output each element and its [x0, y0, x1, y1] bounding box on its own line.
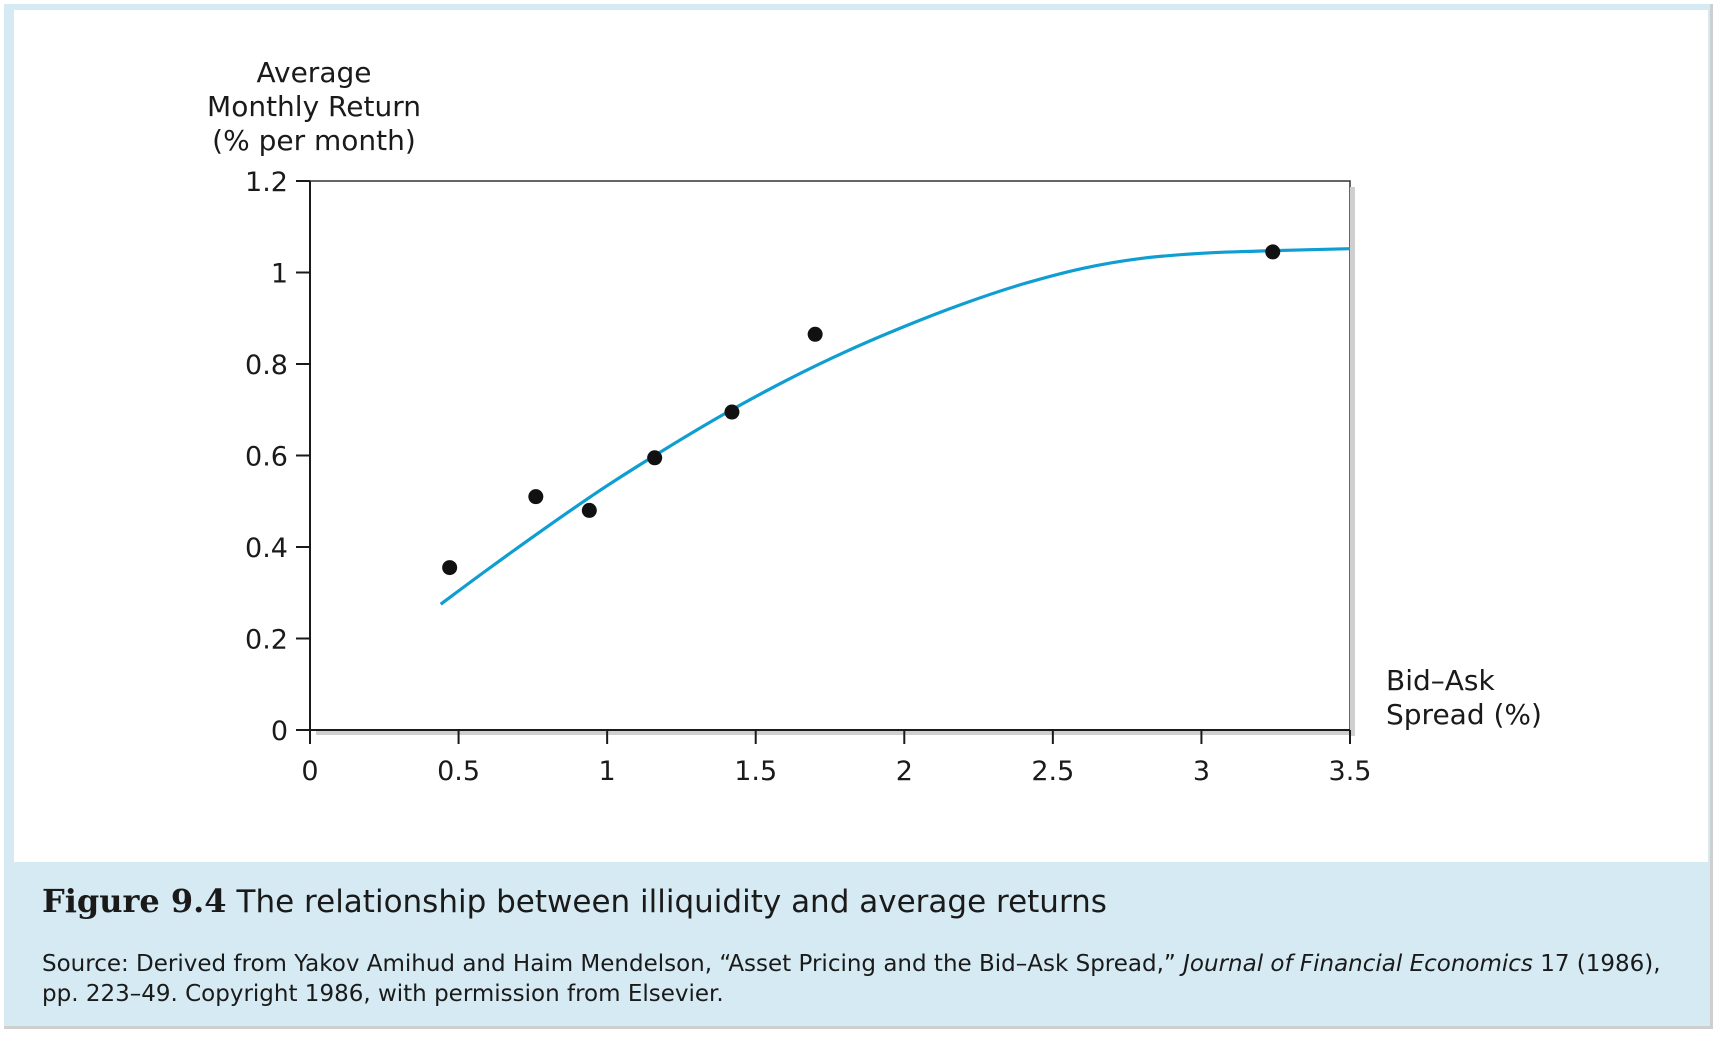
figure-number: Figure 9.4 [42, 882, 227, 920]
y-tick-label: 0.2 [245, 625, 288, 656]
source-suffix: 17 (1986), pp. 223–49. Copyright 1986, w… [42, 951, 1661, 1007]
x-tick-label: 1 [599, 756, 616, 787]
data-point [1265, 244, 1281, 260]
x-tick-label: 2.5 [1031, 756, 1074, 787]
x-tick-label: 0.5 [437, 756, 480, 787]
x-ticks: 0 0.5 1 1.5 2 2.5 3 3.5 [301, 730, 1371, 787]
y-tick-label: 1.2 [245, 167, 288, 198]
y-tick-label: 0.8 [245, 350, 288, 381]
x-tick-label: 2 [896, 756, 913, 787]
source-note: Source: Derived from Yakov Amihud and Ha… [42, 949, 1692, 1009]
data-point [647, 450, 663, 466]
plot-area [309, 180, 1351, 731]
data-point [807, 326, 823, 342]
data-point [724, 404, 740, 420]
fit-curve [439, 247, 1351, 606]
chart-panel: 0 0.2 0.4 0.6 0.8 1 1.2 0 0.5 1 1.5 2 2.5 3 3.5 Avera… [14, 10, 1708, 862]
x-axis-label: Bid–Ask Spread (%) [1386, 664, 1542, 731]
y-tick-label: 0 [271, 716, 288, 747]
figure-frame: 0 0.2 0.4 0.6 0.8 1 1.2 0 0.5 1 1.5 2 2.5 3 3.5 Avera… [4, 4, 1713, 1029]
y-ticks: 0 0.2 0.4 0.6 0.8 1 1.2 [245, 167, 310, 747]
y-tick-label: 0.6 [245, 442, 288, 473]
source-journal: Journal of Financial Economics [1183, 951, 1533, 977]
data-point [581, 502, 597, 518]
data-point [442, 560, 458, 576]
y-axis-label: Average Monthly Return (% per month) [207, 56, 421, 157]
data-point [528, 489, 544, 505]
data-points [442, 244, 1281, 576]
chart-svg: 0 0.2 0.4 0.6 0.8 1 1.2 0 0.5 1 1.5 2 2.5 3 3.5 [245, 167, 1371, 787]
y-tick-label: 0.4 [245, 533, 288, 564]
x-tick-label: 3 [1193, 756, 1210, 787]
x-tick-label: 3.5 [1329, 756, 1372, 787]
plot-shadow [316, 187, 1355, 736]
figure-title: The relationship between illiquidity and… [236, 884, 1107, 920]
x-tick-label: 0 [301, 756, 318, 787]
x-tick-label: 1.5 [734, 756, 777, 787]
figure-caption: Figure 9.4 The relationship between illiq… [42, 882, 1682, 920]
source-prefix: Source: Derived from Yakov Amihud and Ha… [42, 951, 1184, 977]
y-tick-label: 1 [271, 259, 288, 290]
